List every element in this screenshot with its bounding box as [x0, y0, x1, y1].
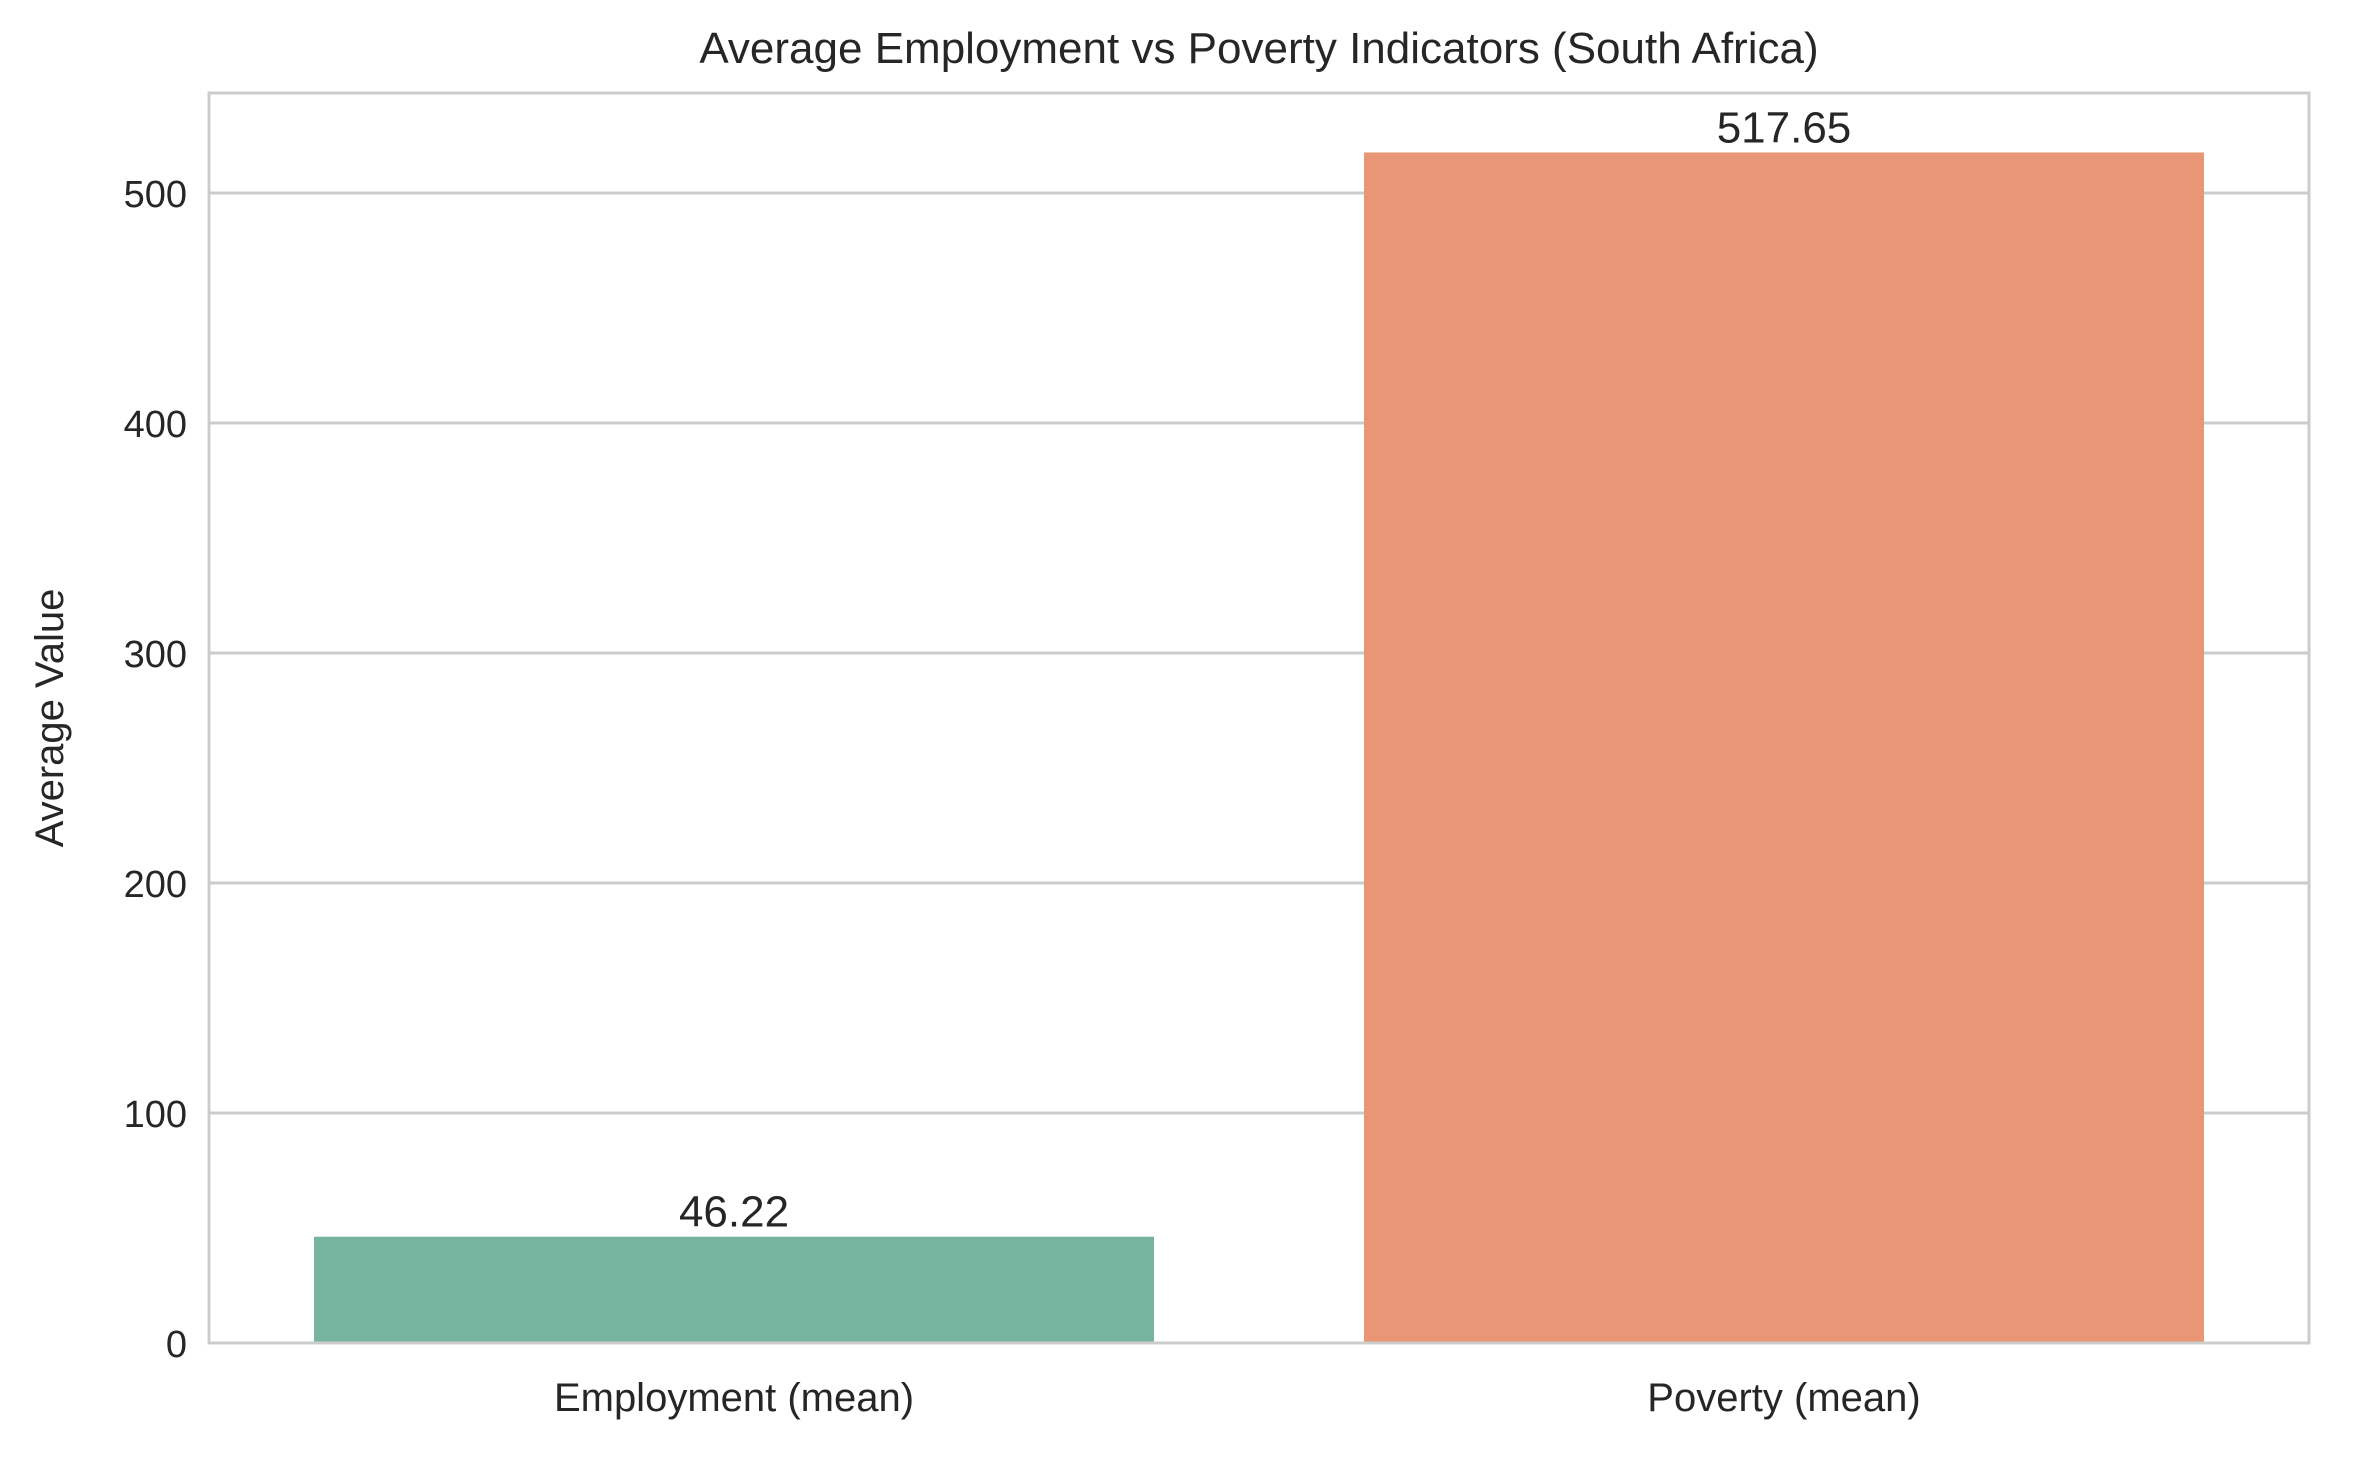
bars: [314, 152, 2204, 1343]
bar-1: [314, 1236, 1154, 1343]
y-tick-label: 500: [124, 174, 187, 216]
plot-frame: [207, 91, 2311, 1345]
y-tick-label: 0: [166, 1324, 187, 1366]
y-tick-labels: 0 100 200 300 400 500: [124, 174, 187, 1366]
y-axis-label: Average Value: [28, 589, 72, 848]
y-tick-label: 200: [124, 864, 187, 906]
data-label: 517.65: [1717, 103, 1852, 152]
y-tick-label: 400: [124, 404, 187, 446]
y-tick-label: 100: [124, 1094, 187, 1136]
x-tick-label: Employment (mean): [554, 1376, 914, 1420]
data-label: 46.22: [679, 1188, 789, 1237]
x-tick-label: Poverty (mean): [1647, 1376, 1920, 1420]
y-tick-label: 300: [124, 634, 187, 676]
x-tick-labels: Employment (mean) Poverty (mean): [554, 1376, 1921, 1420]
chart-title: Average Employment vs Poverty Indicators…: [699, 24, 1818, 73]
data-labels: 46.22 517.65: [679, 103, 1851, 1236]
bar-2: [1364, 152, 2204, 1343]
